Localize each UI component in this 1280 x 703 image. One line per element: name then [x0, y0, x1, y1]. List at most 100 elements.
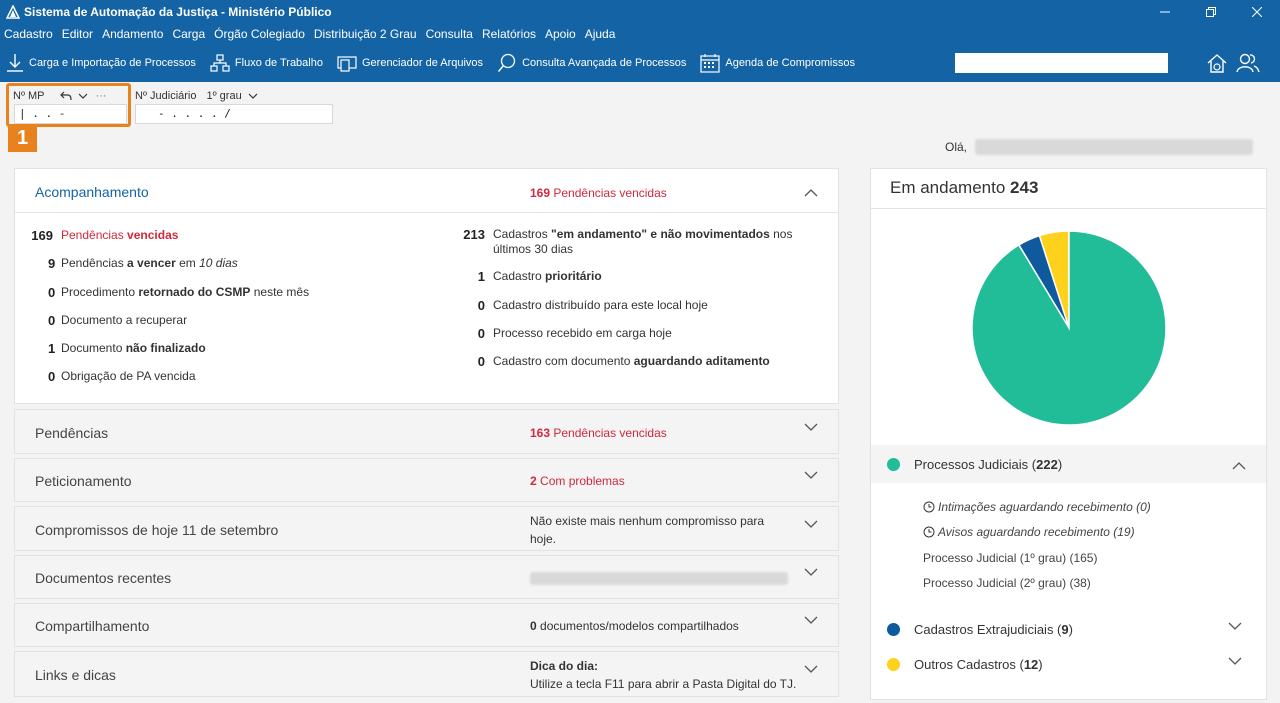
outros-color-dot: [887, 657, 900, 671]
stat-cadastro-prioritario[interactable]: 1 Cadastro prioritário: [455, 269, 602, 284]
menu-relatorios[interactable]: Relatórios: [481, 27, 536, 41]
agenda-compromissos-button[interactable]: Agenda de Compromissos: [700, 53, 855, 73]
peticionamento-panel[interactable]: Peticionamento 2 Com problemas: [14, 458, 839, 502]
outros-text: Outros Cadastros (: [914, 656, 1024, 672]
links-info: Dica do dia: Utilize a tecla F11 para abr…: [530, 657, 796, 693]
pie-slice-processos-judiciais[interactable]: [971, 230, 1167, 426]
em-andamento-title: Em andamento 243: [890, 178, 1038, 198]
stat-text-line2: últimos 30 dias: [493, 242, 574, 256]
minimize-button[interactable]: [1142, 0, 1188, 24]
stat-text: Processo recebido em carga hoje: [493, 326, 672, 340]
chevron-down-icon[interactable]: [78, 92, 88, 100]
compartilhamento-panel[interactable]: Compartilhamento 0 documentos/modelos co…: [14, 603, 839, 647]
links-panel[interactable]: Links e dicas Dica do dia: Utilize a tecl…: [14, 651, 839, 697]
stat-processo-recebido[interactable]: 0 Processo recebido em carga hoje: [455, 326, 672, 341]
stat-cadastro-distribuido[interactable]: 0 Cadastro distribuído para este local h…: [455, 298, 708, 313]
stat-text: neste mês: [250, 285, 310, 299]
users-button[interactable]: [1236, 52, 1260, 74]
stat-cadastro-aguardando[interactable]: 0 Cadastro com documento aguardando adit…: [455, 354, 770, 369]
chevron-up-icon[interactable]: [804, 188, 818, 197]
chevron-down-icon[interactable]: [804, 471, 818, 480]
menu-editor[interactable]: Editor: [61, 27, 94, 41]
peticionamento-title: Peticionamento: [35, 473, 132, 489]
avisos-item[interactable]: Avisos aguardando recebimento (19): [923, 525, 1135, 539]
carga-importacao-label: Carga e Importação de Processos: [29, 57, 196, 69]
chevron-down-icon[interactable]: [804, 520, 818, 529]
intimacoes-item[interactable]: Intimações aguardando recebimento (0): [923, 500, 1151, 514]
documentos-title: Documentos recentes: [35, 570, 172, 586]
restore-icon: [1206, 7, 1216, 17]
chevron-down-icon[interactable]: [1228, 657, 1242, 666]
undo-icon[interactable]: [59, 91, 72, 101]
chevron-down-icon[interactable]: [248, 92, 258, 100]
chevron-down-icon[interactable]: [804, 568, 818, 577]
pendencias-panel[interactable]: Pendências 163 Pendências vencidas: [14, 409, 839, 454]
em-andamento-pie-chart: [971, 230, 1167, 426]
toolbar-search-input[interactable]: [955, 53, 1168, 73]
mp-number-label: Nº MP ···: [13, 90, 107, 102]
clock-icon: [923, 501, 935, 513]
menu-distribuicao[interactable]: Distribuição 2 Grau: [313, 27, 417, 41]
grau-select[interactable]: 1º grau: [206, 90, 242, 102]
chevron-down-icon[interactable]: [804, 423, 818, 432]
agenda-compromissos-label: Agenda de Compromissos: [725, 57, 855, 69]
judiciais-label: Processos Judiciais (222): [914, 457, 1062, 472]
compartilhamento-title: Compartilhamento: [35, 618, 150, 634]
stat-pendencias-a-vencer[interactable]: 9 Pendências a vencer em 10 dias: [48, 256, 238, 271]
acompanhamento-header[interactable]: Acompanhamento 169 Pendências vencidas: [15, 169, 838, 213]
chevron-down-icon[interactable]: [804, 616, 818, 625]
restore-button[interactable]: [1188, 0, 1234, 24]
menu-cadastro[interactable]: Cadastro: [4, 27, 53, 41]
stat-number: 9: [48, 256, 56, 271]
legend-cadastros-extrajudiciais[interactable]: Cadastros Extrajudiciais (9): [871, 610, 1266, 648]
processo-2-grau-item[interactable]: Processo Judicial (2º grau) (38): [923, 576, 1091, 590]
stat-bold: a vencer: [127, 256, 176, 270]
consulta-avancada-button[interactable]: Consulta Avançada de Processos: [497, 53, 686, 73]
stat-cadastros-em-andamento[interactable]: 213 Cadastros "em andamento" e não movim…: [455, 227, 793, 257]
more-options-button[interactable]: ···: [95, 90, 107, 102]
legend-processos-judiciais[interactable]: Processos Judiciais (222): [871, 445, 1266, 483]
stat-procedimento-retornado[interactable]: 0 Procedimento retornado do CSMP neste m…: [48, 285, 309, 300]
clock-icon: [923, 526, 935, 538]
mp-number-input[interactable]: | . . -: [14, 104, 127, 124]
judicial-number-input[interactable]: - . . . . /: [135, 104, 333, 124]
gerenciador-arquivos-label: Gerenciador de Arquivos: [361, 57, 484, 69]
stat-number: 0: [477, 354, 485, 369]
fluxo-trabalho-button[interactable]: Fluxo de Trabalho: [210, 54, 323, 72]
menu-orgao-colegiado[interactable]: Órgão Colegiado: [214, 27, 305, 41]
stat-text: em: [175, 256, 200, 270]
judiciais-color-dot: [887, 457, 900, 471]
menu-ajuda[interactable]: Ajuda: [584, 27, 616, 41]
chevron-up-icon[interactable]: [1232, 461, 1246, 470]
gerenciador-arquivos-button[interactable]: Gerenciador de Arquivos: [337, 54, 483, 72]
stat-bold: retornado do CSMP: [138, 285, 251, 299]
em-andamento-header: Em andamento 243: [871, 169, 1266, 209]
menu-consulta[interactable]: Consulta: [425, 27, 473, 41]
compromissos-panel[interactable]: Compromissos de hoje 11 de setembro Não …: [14, 506, 839, 551]
stat-obrigacao-pa[interactable]: 0 Obrigação de PA vencida: [48, 369, 196, 384]
user-name-redacted: [975, 139, 1254, 155]
stat-documento-recuperar[interactable]: 0 Documento a recuperar: [48, 313, 187, 328]
chevron-down-icon[interactable]: [804, 665, 818, 674]
stat-text: Documento a recuperar: [61, 313, 188, 327]
avisos-text: Avisos aguardando recebimento (19): [938, 525, 1135, 539]
extra-close: ): [1068, 621, 1073, 637]
close-button[interactable]: [1234, 0, 1280, 24]
processo-1-grau-item[interactable]: Processo Judicial (1º grau) (165): [923, 551, 1098, 565]
greeting-text: Olá,: [945, 140, 968, 154]
carga-importacao-button[interactable]: Carga e Importação de Processos: [6, 53, 196, 73]
app-logo-icon: [6, 5, 20, 19]
stat-pendencias-vencidas[interactable]: 169 Pendências vencidas: [23, 228, 178, 243]
legend-outros-cadastros[interactable]: Outros Cadastros (12): [871, 645, 1266, 683]
menu-apoio[interactable]: Apoio: [545, 27, 576, 41]
documentos-panel[interactable]: Documentos recentes: [14, 555, 839, 599]
menu-andamento[interactable]: Andamento: [102, 27, 164, 41]
home-icon: [1207, 54, 1227, 73]
stat-documento-nao-finalizado[interactable]: 1 Documento não finalizado: [48, 341, 206, 356]
chevron-down-icon[interactable]: [1228, 622, 1242, 631]
menu-carga[interactable]: Carga: [172, 27, 206, 41]
home-button[interactable]: [1206, 52, 1228, 74]
em-andamento-label: Em andamento: [890, 178, 1006, 197]
highlight-badge: 1: [8, 125, 37, 152]
stat-text: Cadastro com documento: [493, 354, 634, 368]
